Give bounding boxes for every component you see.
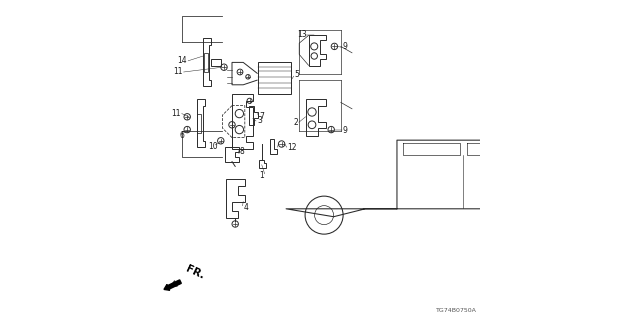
Text: 7: 7: [259, 112, 264, 121]
Text: 3: 3: [258, 116, 262, 125]
Text: 10: 10: [208, 142, 218, 151]
FancyArrow shape: [164, 280, 181, 290]
Text: 8: 8: [239, 147, 244, 156]
Text: 6: 6: [179, 131, 184, 140]
Text: 13: 13: [298, 30, 307, 39]
Text: 2: 2: [294, 118, 298, 127]
Text: 9: 9: [342, 42, 348, 51]
Text: 5: 5: [294, 70, 300, 79]
Text: 4: 4: [243, 203, 248, 212]
Bar: [204, 53, 207, 72]
Text: 9: 9: [342, 126, 348, 135]
Text: FR.: FR.: [184, 263, 205, 281]
Text: 11: 11: [172, 109, 181, 118]
Bar: [197, 114, 201, 133]
Text: 1: 1: [259, 171, 264, 180]
Text: TG74B0750A: TG74B0750A: [436, 308, 477, 313]
Text: 14: 14: [177, 56, 187, 65]
Text: 11: 11: [173, 68, 183, 76]
Text: 12: 12: [287, 143, 297, 152]
